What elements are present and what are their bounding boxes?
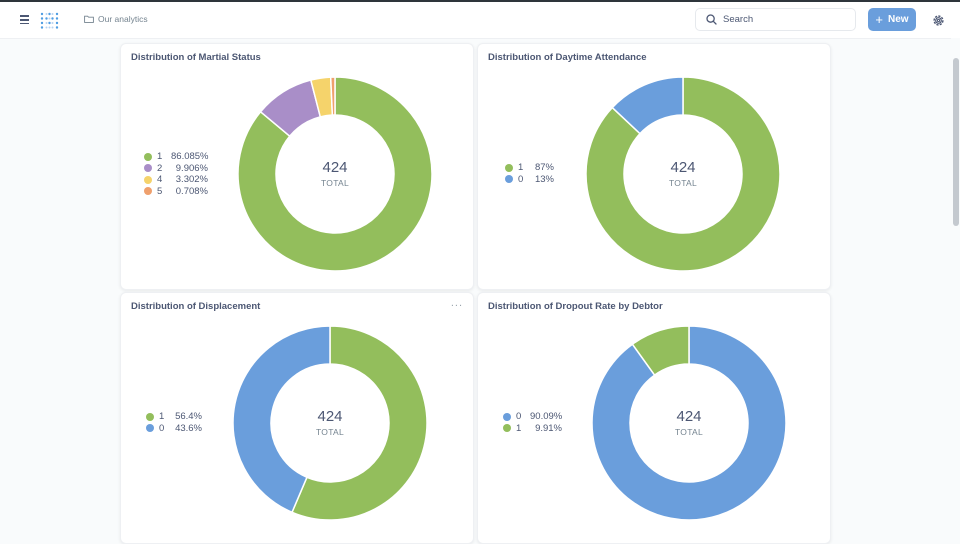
dashcard-martial-status[interactable]: Distribution of Martial Status 1 86.085% …	[120, 43, 474, 290]
donut-chart[interactable]	[583, 74, 783, 274]
legend-value: 0.708%	[175, 185, 208, 197]
legend-dot	[503, 412, 511, 421]
legend-value: 86.085%	[171, 151, 209, 163]
breadcrumb-collection[interactable]: Our analytics	[84, 14, 148, 24]
legend-key: 5	[157, 185, 163, 197]
total-value: 424	[317, 408, 343, 425]
dashcard-dropout-rate-by-debtor[interactable]: Distribution of Dropout Rate by Debtor 0…	[477, 292, 831, 544]
legend-key: 1	[518, 162, 524, 174]
legend-key: 1	[157, 151, 163, 163]
donut-slice-5[interactable]	[329, 76, 336, 116]
legend-value: 9.906%	[175, 162, 208, 174]
donut-chart[interactable]	[230, 323, 430, 523]
scrollbar-track[interactable]	[951, 38, 960, 531]
legend-key: 4	[157, 174, 163, 186]
legend-key: 0	[159, 422, 165, 434]
legend-dot	[144, 175, 152, 184]
donut-slice-0[interactable]	[232, 325, 331, 514]
donut-slice-0[interactable]	[591, 325, 787, 521]
new-button[interactable]: + New	[868, 8, 916, 31]
legend-value: 90.09%	[530, 411, 563, 423]
search-input[interactable]: Search	[695, 8, 856, 31]
donut-chart[interactable]	[589, 323, 789, 523]
donut-center-total: 424 TOTAL	[290, 408, 370, 437]
total-label: TOTAL	[668, 178, 698, 188]
new-button-label: New	[888, 14, 909, 25]
legend-dot	[144, 187, 152, 196]
legend-dot	[505, 175, 513, 184]
legend-item[interactable]: 1 9.91%	[503, 423, 562, 435]
donut-slice-1[interactable]	[237, 76, 433, 272]
card-more-menu-icon[interactable]: ...	[450, 297, 463, 309]
donut-center-total: 424 TOTAL	[649, 408, 729, 437]
dashcard-daytime-attendance[interactable]: Distribution of Daytime Attendance 1 87% …	[477, 43, 831, 290]
chart-legend: 1 86.085% 2 9.906% 4 3.302% 5 0.708%	[144, 151, 209, 198]
window-top-border	[0, 0, 960, 2]
card-title: Distribution of Displacement	[131, 301, 261, 312]
chart-legend: 1 87% 0 13%	[505, 162, 554, 185]
legend-item[interactable]: 0 90.09%	[503, 411, 562, 423]
card-title: Distribution of Daytime Attendance	[488, 52, 647, 63]
legend-dot	[144, 152, 152, 161]
total-label: TOTAL	[674, 427, 704, 437]
legend-item[interactable]: 5 0.708%	[144, 186, 208, 198]
legend-dot	[503, 424, 511, 433]
donut-center-total: 424 TOTAL	[643, 159, 723, 188]
legend-value: 13%	[534, 173, 554, 185]
scrollbar-thumb[interactable]	[953, 58, 959, 226]
donut-slice-1[interactable]	[585, 76, 781, 272]
legend-dot	[146, 412, 154, 421]
menu-icon[interactable]	[20, 13, 30, 27]
legend-item[interactable]: 1 56.4%	[146, 411, 202, 423]
breadcrumb-label: Our analytics	[98, 14, 148, 24]
total-value: 424	[322, 159, 348, 176]
donut-slice-1[interactable]	[291, 325, 428, 521]
total-label: TOTAL	[320, 178, 350, 188]
legend-dot	[146, 424, 154, 433]
top-navbar: Our analytics Search + New	[0, 2, 960, 39]
folder-icon	[84, 15, 94, 23]
metabase-logo-icon[interactable]	[40, 12, 59, 30]
donut-slice-1[interactable]	[631, 325, 690, 377]
legend-dot	[144, 164, 152, 173]
donut-center-total: 424 TOTAL	[295, 159, 375, 188]
plus-icon: +	[875, 11, 884, 27]
gear-icon[interactable]	[932, 14, 945, 27]
search-icon	[706, 14, 717, 25]
legend-item[interactable]: 0 43.6%	[146, 423, 202, 435]
legend-value: 43.6%	[175, 422, 202, 434]
total-value: 424	[670, 159, 696, 176]
legend-value: 9.91%	[535, 422, 562, 434]
legend-key: 0	[518, 173, 524, 185]
donut-chart[interactable]	[235, 74, 435, 274]
chart-legend: 0 90.09% 1 9.91%	[503, 411, 562, 434]
legend-key: 1	[159, 411, 165, 423]
legend-key: 1	[516, 422, 522, 434]
dashcard-displacement[interactable]: Distribution of Displacement ... 1 56.4% …	[120, 292, 474, 544]
legend-key: 2	[157, 162, 163, 174]
search-placeholder: Search	[723, 14, 754, 25]
legend-key: 0	[516, 411, 522, 423]
legend-value: 56.4%	[175, 411, 202, 423]
card-title: Distribution of Dropout Rate by Debtor	[488, 301, 663, 312]
total-value: 424	[676, 408, 702, 425]
chart-legend: 1 56.4% 0 43.6%	[146, 411, 202, 434]
total-label: TOTAL	[315, 427, 345, 437]
legend-item[interactable]: 1 87%	[505, 162, 554, 174]
legend-item[interactable]: 0 13%	[505, 174, 554, 186]
card-title: Distribution of Martial Status	[131, 52, 261, 63]
legend-item[interactable]: 1 86.085%	[144, 151, 209, 163]
legend-dot	[505, 163, 513, 172]
legend-value: 3.302%	[175, 174, 208, 186]
legend-item[interactable]: 4 3.302%	[144, 174, 208, 186]
donut-slice-0[interactable]	[611, 76, 684, 135]
legend-item[interactable]: 2 9.906%	[144, 163, 208, 175]
legend-value: 87%	[534, 162, 554, 174]
